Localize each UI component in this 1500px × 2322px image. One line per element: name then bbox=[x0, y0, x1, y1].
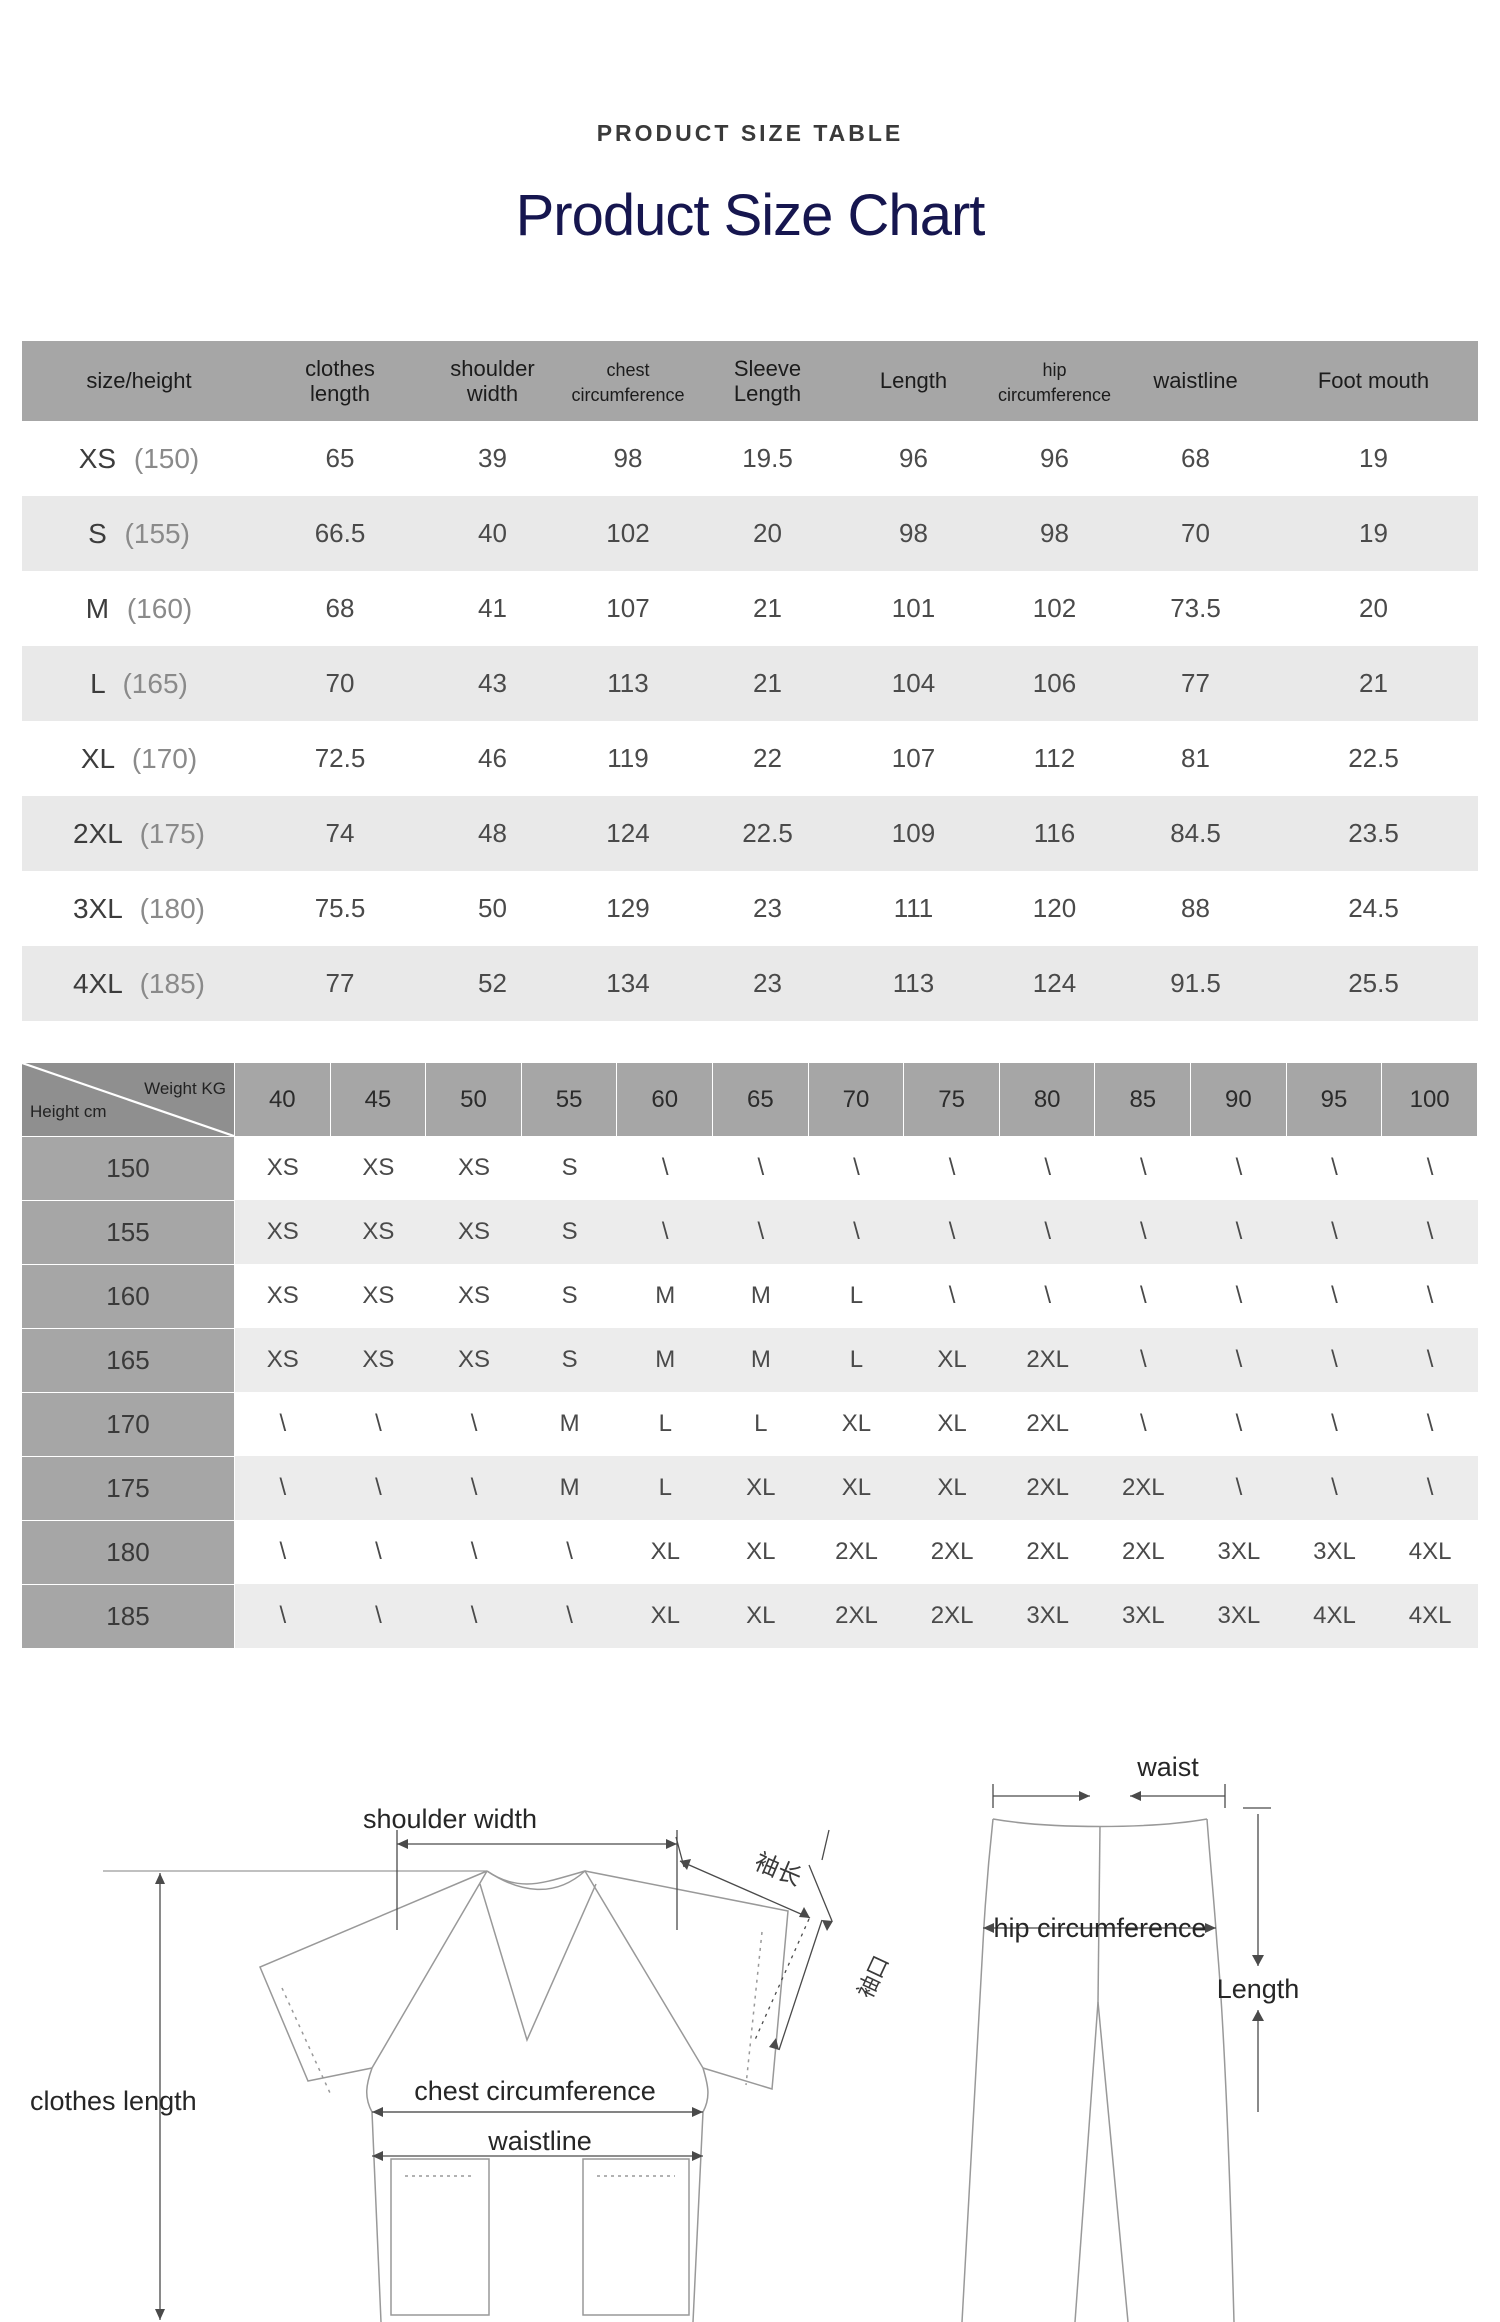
svg-text:chest circumference: chest circumference bbox=[414, 2076, 656, 2106]
svg-text:shoulder width: shoulder width bbox=[363, 1804, 537, 1834]
svg-text:waistline: waistline bbox=[487, 2126, 592, 2156]
svg-text:hip circumference: hip circumference bbox=[993, 1913, 1206, 1943]
svg-text:袖长: 袖长 bbox=[750, 1842, 808, 1893]
svg-text:袖口: 袖口 bbox=[848, 1949, 896, 2002]
svg-text:Length: Length bbox=[1217, 1974, 1300, 2004]
svg-text:clothes length: clothes length bbox=[30, 2086, 197, 2116]
svg-text:waist: waist bbox=[1136, 1752, 1199, 1782]
